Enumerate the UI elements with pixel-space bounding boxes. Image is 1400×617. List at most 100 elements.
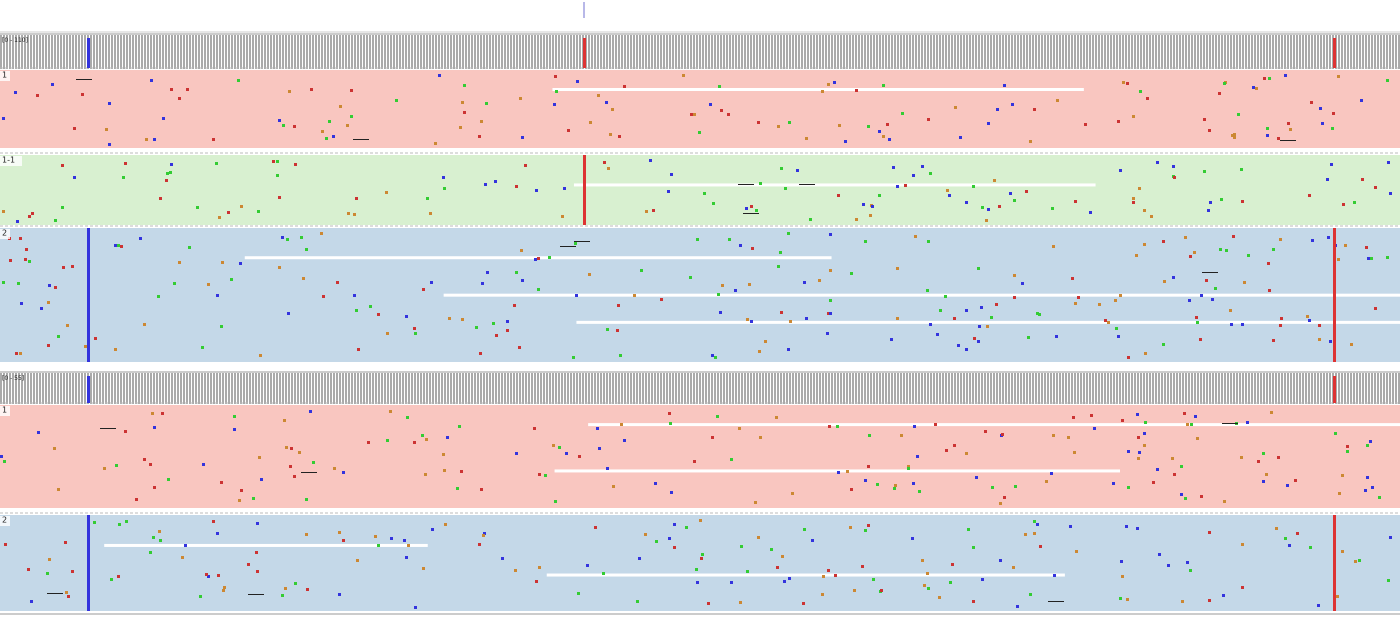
mismatch	[718, 85, 721, 88]
mismatch	[633, 294, 636, 297]
mismatch	[282, 124, 285, 127]
mismatch	[37, 431, 40, 434]
mismatch	[272, 160, 275, 163]
mismatch	[178, 261, 181, 264]
mismatch	[165, 179, 168, 182]
mismatch	[350, 89, 353, 92]
mismatch	[829, 299, 832, 302]
mismatch	[461, 318, 464, 321]
mismatch	[1194, 415, 1197, 418]
mismatch	[654, 482, 657, 485]
mismatch	[1311, 239, 1314, 242]
mismatch	[322, 295, 325, 298]
mismatch	[221, 261, 224, 264]
mismatch	[1013, 296, 1016, 299]
mismatch	[862, 203, 865, 206]
mismatch	[258, 456, 261, 459]
mismatch	[494, 180, 497, 183]
mismatch	[867, 125, 870, 128]
mismatch	[1214, 287, 1217, 290]
mismatch	[1341, 474, 1344, 477]
mismatch	[1090, 414, 1093, 417]
mismatch	[693, 460, 696, 463]
mismatch	[444, 523, 447, 526]
mismatch	[57, 488, 60, 491]
mismatch	[1156, 468, 1159, 471]
variant-column	[87, 228, 90, 362]
mismatch	[1229, 309, 1232, 312]
mismatch	[717, 293, 720, 296]
mismatch	[936, 333, 939, 336]
mismatch	[730, 458, 733, 461]
mismatch	[1136, 413, 1139, 416]
mismatch	[1241, 586, 1244, 589]
mismatch	[802, 602, 805, 605]
mismatch	[1288, 544, 1291, 547]
mismatch	[1266, 127, 1269, 130]
mismatch	[1342, 203, 1345, 206]
mismatch	[1132, 115, 1135, 118]
mismatch	[181, 556, 184, 559]
mismatch	[882, 84, 885, 87]
mismatch	[640, 269, 643, 272]
mismatch	[424, 473, 427, 476]
mismatch	[442, 176, 445, 179]
mismatch	[1053, 574, 1056, 577]
ruler-area	[0, 0, 1400, 32]
mismatch	[1374, 186, 1377, 189]
mismatch	[1219, 248, 1222, 251]
mismatch	[81, 93, 84, 96]
mismatch	[1358, 559, 1361, 562]
read-group	[0, 155, 1400, 225]
mismatch	[552, 444, 555, 447]
mismatch	[115, 464, 118, 467]
mismatch	[1223, 500, 1226, 503]
mismatch	[788, 577, 791, 580]
mismatch	[1389, 192, 1392, 195]
mismatch	[377, 544, 380, 547]
mismatch	[921, 559, 924, 562]
mismatch	[1143, 209, 1146, 212]
mismatch	[355, 309, 358, 312]
mismatch	[413, 441, 416, 444]
mismatch	[791, 492, 794, 495]
mismatch	[693, 113, 696, 116]
group-label: 2	[2, 229, 7, 238]
mismatch	[605, 101, 608, 104]
mismatch	[864, 529, 867, 532]
mismatch	[1370, 257, 1373, 260]
mismatch	[149, 463, 152, 466]
mismatch	[1327, 236, 1330, 239]
mismatch	[1205, 279, 1208, 282]
mismatch	[458, 425, 461, 428]
mismatch	[745, 207, 748, 210]
mismatch	[689, 276, 692, 279]
mismatch	[286, 238, 289, 241]
mismatch	[377, 313, 380, 316]
mismatch	[212, 138, 215, 141]
mismatch	[954, 106, 957, 109]
mismatch	[300, 236, 303, 239]
mismatch	[61, 164, 64, 167]
mismatch	[538, 566, 541, 569]
mismatch	[1310, 101, 1313, 104]
mismatch	[1243, 281, 1246, 284]
mismatch	[1156, 161, 1159, 164]
mismatch	[1386, 256, 1389, 259]
mismatch	[548, 256, 551, 259]
mismatch	[386, 439, 389, 442]
mismatch	[995, 303, 998, 306]
mismatch	[153, 426, 156, 429]
mismatch	[196, 206, 199, 209]
mismatch	[338, 531, 341, 534]
mismatch	[422, 288, 425, 291]
mismatch	[1329, 340, 1332, 343]
mismatch	[199, 595, 202, 598]
mismatch	[886, 123, 889, 126]
mismatch	[783, 580, 786, 583]
mismatch	[1098, 303, 1101, 306]
mismatch	[367, 441, 370, 444]
mismatch	[1203, 170, 1206, 173]
mismatch	[1122, 81, 1125, 84]
